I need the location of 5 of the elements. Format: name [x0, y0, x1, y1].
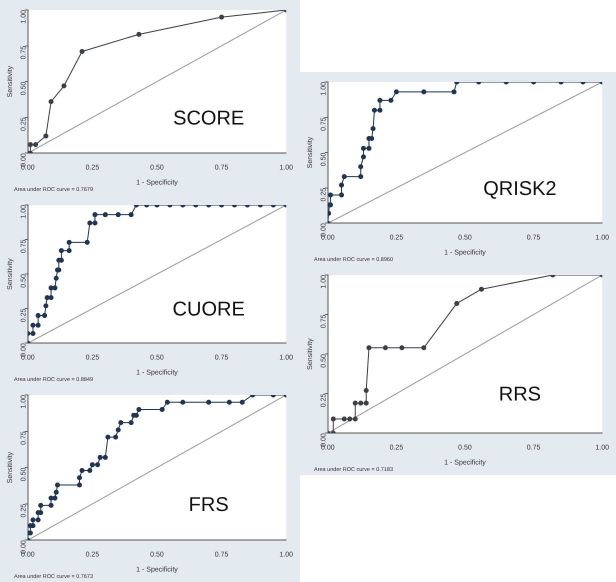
text: QRISK2: [483, 178, 557, 200]
text: SCORE: [173, 107, 244, 130]
text: FRS: [188, 494, 229, 516]
text: CUORE: [172, 298, 245, 321]
text: RRS: [498, 384, 541, 406]
